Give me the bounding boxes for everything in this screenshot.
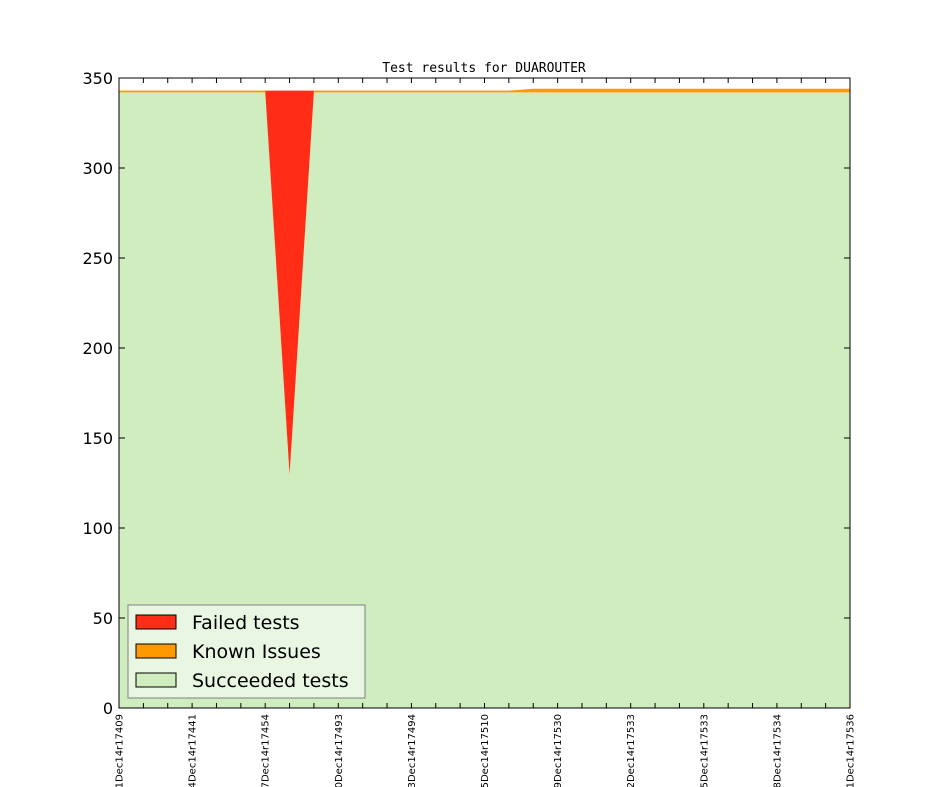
axes: 0 50 100 150 200 250 300 350 1Dec14r17409 4Dec14r… [82,69,856,787]
legend-swatch-known-issues [135,643,177,659]
legend: Failed tests Known Issues Succeeded tests [127,604,366,699]
plot-area [119,88,850,708]
legend-label-failed-tests: Failed tests [192,612,300,634]
x-tick-label: 3Dec14r17494 [407,714,418,787]
x-tick-label: 5Dec14r17510 [480,714,491,787]
y-tick-label: 150 [82,429,113,448]
legend-swatch-failed-tests [135,614,177,630]
x-tick-label: 4Dec14r17441 [188,714,199,787]
y-tick-label: 50 [93,609,113,628]
x-tick-label: 1Dec14r17409 [115,714,126,787]
legend-swatch-succeeded-tests [135,672,177,688]
area-failed-tests [119,88,850,475]
chart-title: Test results for DUAROUTER [382,61,586,76]
x-tick-label: 2Dec14r17533 [626,714,637,787]
area-succeeded-tests [119,92,850,708]
x-tick-label: 0Dec14r17493 [334,714,345,787]
x-tick-label: 8Dec14r17534 [772,714,783,787]
legend-label-known-issues: Known Issues [192,641,321,663]
y-tick-label: 250 [82,249,113,268]
y-tick-label: 300 [82,159,113,178]
legend-label-succeeded-tests: Succeeded tests [192,670,349,692]
x-tick-label: 7Dec14r17454 [261,714,272,787]
y-tick-label: 350 [82,69,113,88]
y-tick-label: 0 [103,699,113,718]
x-tick-label: 1Dec14r17536 [846,714,857,787]
x-tick-label: 5Dec14r17533 [699,714,710,787]
x-tick-label: 9Dec14r17530 [553,714,564,787]
y-tick-label: 200 [82,339,113,358]
y-tick-label: 100 [82,519,113,538]
